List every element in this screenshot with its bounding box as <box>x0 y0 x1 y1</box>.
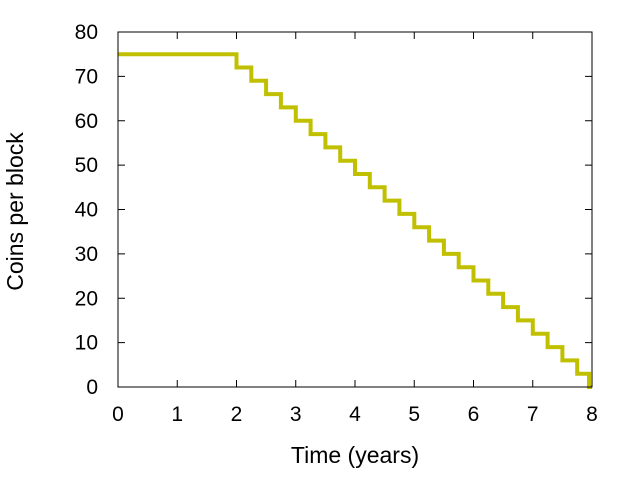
y-tick-label: 0 <box>86 376 98 399</box>
x-tick-label: 1 <box>171 403 183 426</box>
x-tick-labels: 0 1 2 3 4 5 6 7 8 <box>112 403 598 426</box>
axis-ticks <box>117 31 593 388</box>
x-axis-title: Time (years) <box>291 442 419 468</box>
y-tick-label: 80 <box>75 21 98 44</box>
y-tick-label: 30 <box>75 243 98 266</box>
plot-frame <box>117 31 593 388</box>
y-tick-label: 40 <box>75 199 98 222</box>
x-tick-label: 6 <box>468 403 480 426</box>
x-tick-label: 0 <box>112 403 124 426</box>
series-line <box>118 52 592 389</box>
y-axis-title: Coins per block <box>2 132 28 291</box>
x-tick-label: 4 <box>349 403 361 426</box>
y-tick-label: 50 <box>75 154 98 177</box>
x-tick-label: 2 <box>231 403 243 426</box>
y-tick-label: 60 <box>75 110 98 133</box>
y-tick-label: 20 <box>75 287 98 310</box>
x-tick-label: 5 <box>408 403 420 426</box>
y-tick-label: 10 <box>75 332 98 355</box>
y-tick-label: 70 <box>75 65 98 88</box>
y-tick-labels: 0 10 20 30 40 50 60 70 80 <box>75 21 98 399</box>
x-tick-label: 3 <box>290 403 302 426</box>
x-tick-label: 7 <box>527 403 539 426</box>
x-tick-label: 8 <box>586 403 598 426</box>
